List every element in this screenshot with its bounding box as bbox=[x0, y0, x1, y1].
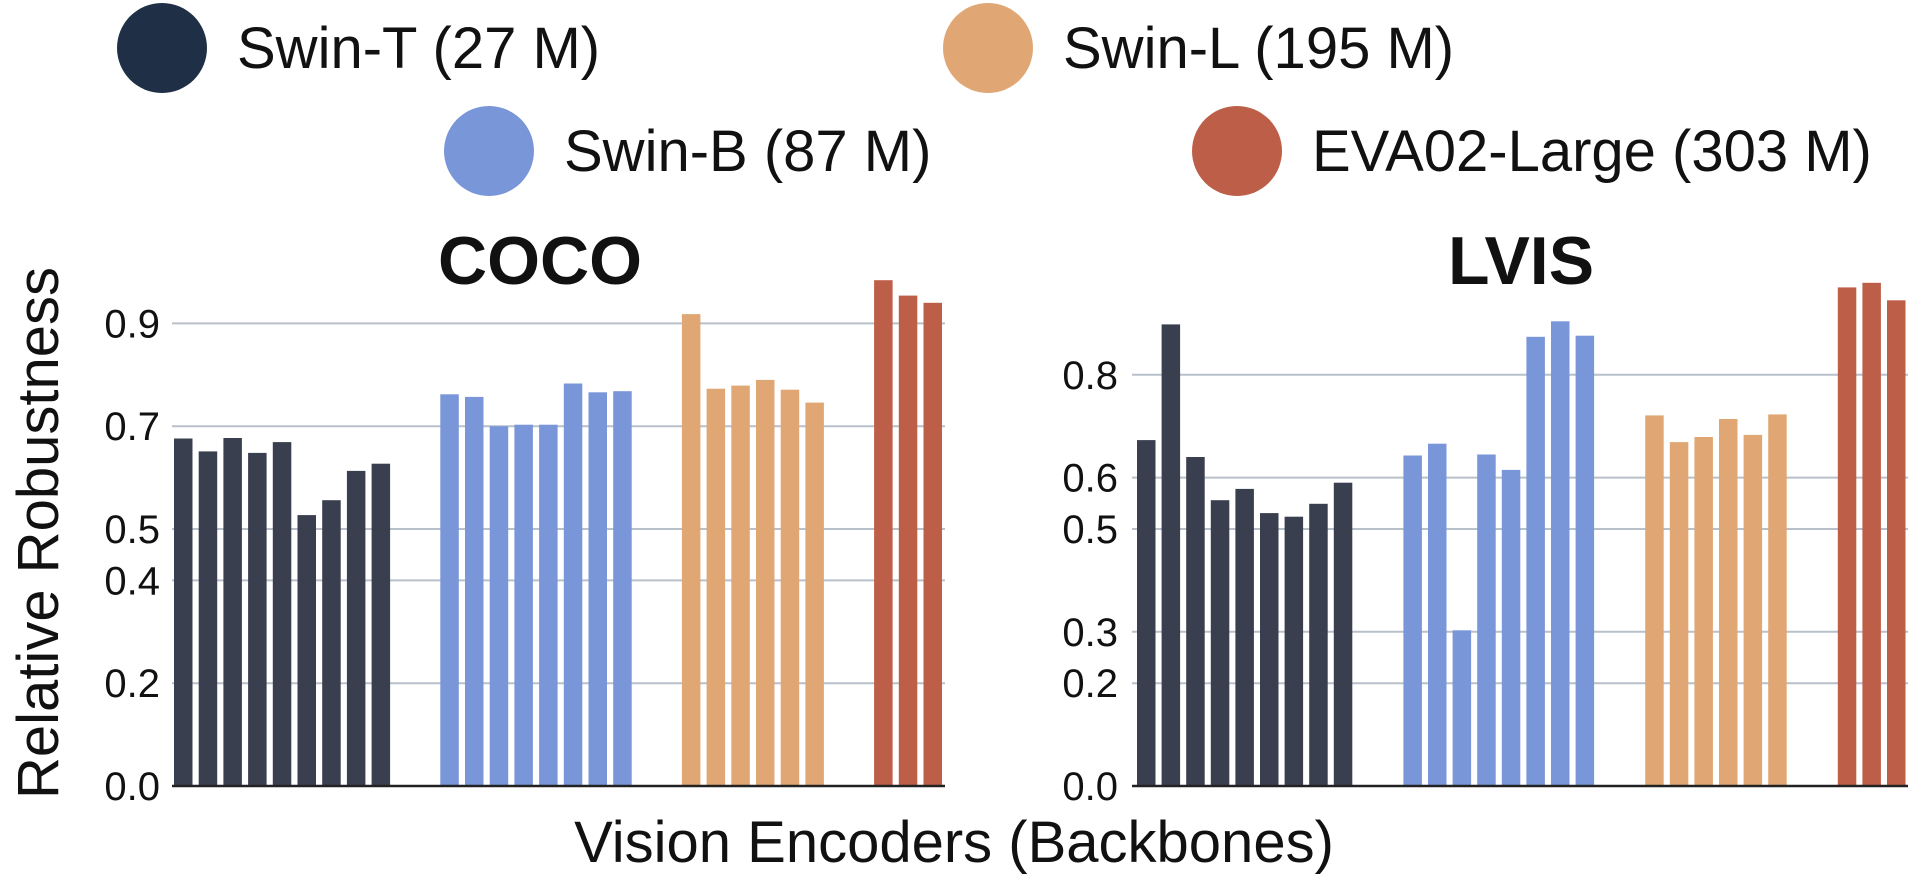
y-tick-label-coco-5: 0.9 bbox=[104, 302, 160, 346]
bar-coco-swin-b-87-m-3 bbox=[489, 426, 509, 786]
bar-coco-swin-b-87-m-7 bbox=[588, 392, 607, 786]
panel-coco: 0.0 0.2 0.4 0.5 0.7 0.9 COCO bbox=[104, 223, 945, 809]
bar-coco-swin-t-27-m-1 bbox=[174, 438, 193, 786]
y-tick-label-lvis-1: 0.2 bbox=[1062, 662, 1118, 706]
bar-coco-swin-b-87-m-8 bbox=[613, 391, 632, 786]
y-tick-label-lvis-4: 0.6 bbox=[1062, 457, 1118, 501]
bar-lvis-eva02-large-303-m-3 bbox=[1887, 300, 1906, 786]
bar-lvis-swin-b-87-m-3 bbox=[1452, 630, 1472, 786]
x-axis-title: Vision Encoders (Backbones) bbox=[574, 810, 1334, 875]
bar-lvis-swin-t-27-m-9 bbox=[1333, 482, 1353, 786]
bar-coco-swin-b-87-m-6 bbox=[563, 383, 583, 786]
bar-lvis-swin-l-195-m-3 bbox=[1694, 437, 1713, 786]
bar-lvis-swin-l-195-m-5 bbox=[1743, 434, 1763, 786]
legend-label-swin-b-87-m: Swin-B (87 M) bbox=[564, 119, 931, 184]
bar-lvis-swin-t-27-m-3 bbox=[1186, 457, 1205, 786]
legend-label-swin-l-195-m: Swin-L (195 M) bbox=[1063, 16, 1454, 81]
panel-title-coco: COCO bbox=[438, 223, 642, 299]
legend-label-swin-t-27-m: Swin-T (27 M) bbox=[237, 16, 600, 81]
bar-coco-swin-l-195-m-1 bbox=[681, 314, 701, 786]
bar-lvis-swin-l-195-m-4 bbox=[1719, 419, 1738, 786]
legend-label-eva02-large-303-m: EVA02-Large (303 M) bbox=[1312, 119, 1872, 184]
bar-coco-swin-t-27-m-3 bbox=[223, 438, 242, 786]
bar-lvis-swin-t-27-m-7 bbox=[1284, 516, 1304, 786]
bar-coco-swin-t-27-m-7 bbox=[322, 500, 341, 786]
legend: Swin-T (27 M) Swin-B (87 M) Swin-L (195 M)… bbox=[117, 3, 1872, 196]
legend-swatch-swin-t-27-m bbox=[117, 3, 207, 93]
bar-lvis-swin-l-195-m-1 bbox=[1645, 415, 1664, 786]
chart-panels: 0.0 0.2 0.4 0.5 0.7 0.9 COCO 0.0 0.2 0.3 0.5 0.6 0.8… bbox=[104, 223, 1908, 809]
y-tick-label-coco-3: 0.5 bbox=[104, 508, 160, 552]
y-tick-label-lvis-2: 0.3 bbox=[1062, 611, 1118, 655]
y-tick-label-coco-0: 0.0 bbox=[104, 765, 160, 809]
bar-coco-swin-b-87-m-2 bbox=[465, 396, 484, 786]
bar-coco-swin-t-27-m-6 bbox=[297, 515, 316, 786]
bar-coco-swin-l-195-m-4 bbox=[756, 379, 775, 786]
bar-coco-swin-l-195-m-6 bbox=[805, 402, 824, 786]
bar-coco-swin-t-27-m-4 bbox=[248, 452, 267, 786]
y-tick-label-coco-4: 0.7 bbox=[104, 405, 160, 449]
bar-lvis-swin-t-27-m-1 bbox=[1137, 440, 1156, 786]
bar-lvis-swin-l-195-m-2 bbox=[1669, 442, 1689, 786]
y-tick-label-lvis-3: 0.5 bbox=[1062, 508, 1118, 552]
bar-lvis-eva02-large-303-m-1 bbox=[1837, 287, 1857, 786]
bar-coco-swin-t-27-m-2 bbox=[198, 451, 218, 786]
legend-swatch-swin-b-87-m bbox=[444, 106, 534, 196]
y-tick-label-coco-2: 0.4 bbox=[104, 559, 160, 603]
bar-coco-swin-t-27-m-5 bbox=[272, 442, 292, 786]
bar-lvis-swin-t-27-m-4 bbox=[1210, 500, 1230, 786]
y-tick-label-lvis-5: 0.8 bbox=[1062, 354, 1118, 398]
bar-coco-swin-b-87-m-5 bbox=[539, 424, 558, 786]
legend-swatch-swin-l-195-m bbox=[943, 3, 1033, 93]
bar-lvis-swin-b-87-m-2 bbox=[1428, 443, 1447, 786]
bar-coco-swin-l-195-m-2 bbox=[706, 388, 726, 786]
bar-lvis-eva02-large-303-m-2 bbox=[1862, 282, 1881, 786]
bar-coco-swin-l-195-m-5 bbox=[780, 389, 800, 786]
bar-lvis-swin-t-27-m-2 bbox=[1161, 324, 1181, 786]
bar-lvis-swin-b-87-m-4 bbox=[1477, 454, 1496, 786]
bar-lvis-swin-b-87-m-5 bbox=[1501, 469, 1521, 786]
bar-coco-swin-b-87-m-1 bbox=[440, 394, 459, 786]
bar-coco-eva02-large-303-m-2 bbox=[898, 295, 918, 786]
y-tick-label-coco-1: 0.2 bbox=[104, 662, 160, 706]
bar-coco-swin-t-27-m-9 bbox=[371, 463, 391, 786]
bar-coco-swin-l-195-m-3 bbox=[731, 385, 750, 786]
panel-lvis: 0.0 0.2 0.3 0.5 0.6 0.8 LVIS bbox=[1062, 223, 1908, 809]
bar-coco-swin-b-87-m-4 bbox=[514, 424, 533, 786]
bar-lvis-swin-b-87-m-7 bbox=[1551, 321, 1570, 786]
y-tick-label-lvis-0: 0.0 bbox=[1062, 765, 1118, 809]
bar-lvis-swin-b-87-m-8 bbox=[1575, 335, 1595, 786]
bar-lvis-swin-b-87-m-1 bbox=[1403, 455, 1422, 786]
bar-lvis-swin-t-27-m-6 bbox=[1260, 513, 1279, 786]
bar-coco-eva02-large-303-m-1 bbox=[874, 280, 893, 786]
bar-lvis-swin-l-195-m-6 bbox=[1768, 414, 1787, 786]
bar-lvis-swin-t-27-m-5 bbox=[1235, 488, 1254, 786]
bar-lvis-swin-t-27-m-8 bbox=[1309, 503, 1328, 786]
legend-swatch-eva02-large-303-m bbox=[1192, 106, 1282, 196]
panel-title-lvis: LVIS bbox=[1448, 223, 1594, 299]
bar-coco-eva02-large-303-m-3 bbox=[923, 302, 942, 786]
y-axis-title: Relative Robustness bbox=[6, 267, 71, 799]
bar-coco-swin-t-27-m-8 bbox=[346, 470, 366, 786]
bar-lvis-swin-b-87-m-6 bbox=[1526, 336, 1545, 786]
